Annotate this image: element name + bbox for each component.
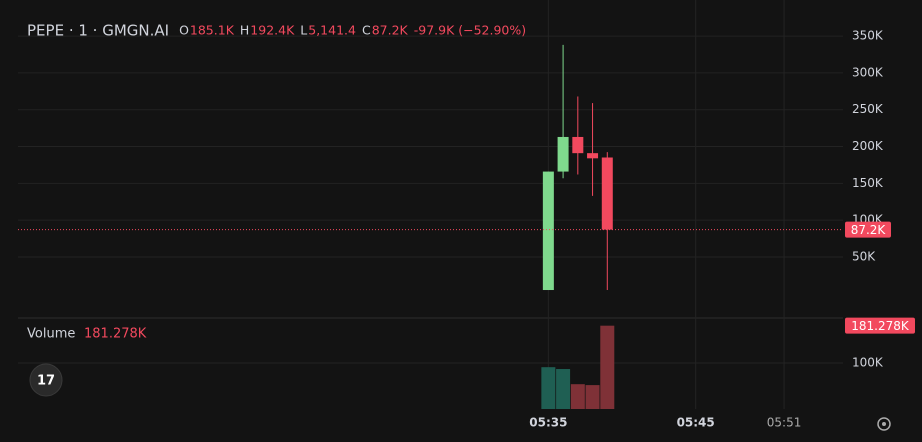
legend-key: O — [179, 23, 189, 38]
candle-body — [587, 153, 599, 159]
y-tick-label: 200K — [852, 139, 884, 153]
legend-value: 87.2K — [372, 23, 409, 38]
x-tick-label: 05:51 — [767, 416, 802, 430]
y-tick-label: 100K — [852, 356, 884, 370]
volume-bar — [570, 384, 585, 409]
volume-badge — [845, 317, 915, 334]
legend-key: C — [362, 23, 371, 38]
y-tick-label: 50K — [852, 249, 876, 263]
candle-body — [557, 136, 569, 172]
gear — [877, 417, 891, 431]
legend-value: 192.4K — [250, 23, 295, 38]
x-tick-label: 05:45 — [677, 416, 715, 430]
legend-value: 5,141.4 — [308, 23, 356, 38]
volume-bar — [556, 369, 571, 409]
gear-hub — [882, 422, 886, 426]
chart-title: PEPE · 1 · GMGN.AI — [27, 22, 169, 40]
volume-bar — [541, 367, 556, 409]
price-badge — [845, 221, 891, 238]
price-badge-label: 87.2K — [851, 223, 887, 237]
candle-body — [572, 136, 584, 154]
legend-key: H — [240, 23, 249, 38]
candle-body — [601, 157, 613, 230]
logo-glyph: 17 — [37, 374, 55, 389]
y-tick-label: 150K — [852, 176, 884, 190]
change-label: -97.9K (−52.90%) — [414, 23, 526, 38]
tv-logo[interactable]: 17 — [29, 363, 63, 397]
y-tick-label: 300K — [852, 65, 884, 79]
x-tick-label: 05:35 — [529, 416, 567, 430]
volume-value: 181.278K — [84, 327, 147, 342]
candle-body — [542, 171, 554, 291]
volume-bar — [600, 325, 615, 409]
y-tick-label: 250K — [852, 102, 884, 116]
legend-key: L — [300, 23, 307, 38]
volume-badge-label: 181.278K — [851, 319, 910, 333]
logo-bg — [29, 363, 63, 397]
volume-bar — [585, 385, 600, 409]
volume-name: Volume — [27, 327, 75, 342]
legend-value: 185.1K — [190, 23, 235, 38]
y-tick-label: 350K — [852, 29, 884, 43]
settings-icon[interactable] — [877, 417, 891, 431]
